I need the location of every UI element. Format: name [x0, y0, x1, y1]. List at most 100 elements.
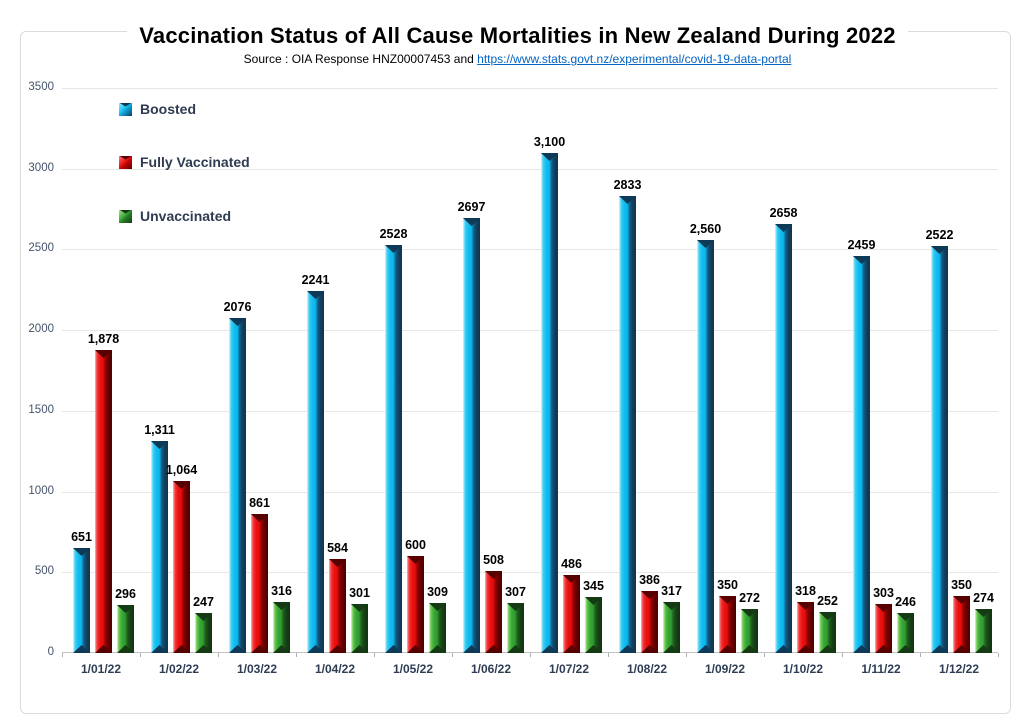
- gridline-1000: [62, 492, 998, 493]
- bar-unvaccinated: [351, 604, 368, 653]
- legend-item-unvaccinated: Unvaccinated: [119, 208, 231, 224]
- bar-boosted: [619, 196, 636, 653]
- bar-value-label: 2241: [301, 273, 330, 287]
- bar-unvaccinated: [507, 603, 524, 653]
- legend-label-boosted: Boosted: [140, 101, 196, 117]
- x-tick-label: 1/08/22: [626, 662, 668, 676]
- bar-value-label: 2522: [925, 228, 954, 242]
- bar-value-label: 303: [873, 586, 894, 600]
- x-tick-label: 1/04/22: [314, 662, 356, 676]
- chart-title-text: Vaccination Status of All Cause Mortalit…: [127, 23, 908, 49]
- bar-value-label: 1,878: [87, 332, 120, 346]
- y-tick-label-2500: 2500: [28, 242, 54, 254]
- gridline-2500: [62, 249, 998, 250]
- bar-value-label: 301: [349, 586, 370, 600]
- y-tick-label-1500: 1500: [28, 404, 54, 416]
- x-tick-mark: [218, 653, 219, 657]
- bar-value-label: 1,064: [165, 463, 198, 477]
- legend-label-unvaccinated: Unvaccinated: [140, 208, 232, 224]
- legend-label-fully-vaccinated: Fully Vaccinated: [140, 154, 250, 170]
- bar-fully-vaccinated: [251, 514, 268, 653]
- bar-value-label: 345: [583, 579, 604, 593]
- y-tick-label-1000: 1000: [28, 485, 54, 497]
- x-tick-label: 1/07/22: [548, 662, 590, 676]
- bar-value-label: 600: [405, 538, 426, 552]
- bar-value-label: 309: [427, 585, 448, 599]
- x-tick-mark: [296, 653, 297, 657]
- bar-boosted: [931, 246, 948, 653]
- x-tick-label: 1/10/22: [782, 662, 824, 676]
- x-tick-mark: [764, 653, 765, 657]
- bar-boosted: [775, 224, 792, 653]
- boosted-swatch-icon: [119, 102, 132, 116]
- bar-boosted: [73, 548, 90, 653]
- x-tick-label: 1/06/22: [470, 662, 512, 676]
- x-tick-label: 1/11/22: [861, 662, 901, 676]
- x-tick-mark: [608, 653, 609, 657]
- bar-value-label: 247: [193, 595, 214, 609]
- bar-unvaccinated: [585, 597, 602, 653]
- legend-item-fully-vaccinated: Fully Vaccinated: [119, 154, 250, 170]
- gridline-3500: [62, 88, 998, 89]
- bar-value-label: 651: [71, 530, 92, 544]
- bar-unvaccinated: [741, 609, 758, 653]
- bar-value-label: 307: [505, 585, 526, 599]
- y-tick-label-500: 500: [34, 565, 54, 577]
- y-tick-label-3000: 3000: [28, 162, 54, 174]
- x-tick-mark: [998, 653, 999, 657]
- bar-value-label: 2,560: [689, 222, 722, 236]
- unvaccinated-swatch-icon: [119, 209, 132, 223]
- x-tick-label: 1/09/22: [704, 662, 746, 676]
- fully-vaccinated-swatch-icon: [119, 155, 132, 169]
- bar-boosted: [151, 441, 168, 653]
- gridline-3000: [62, 169, 998, 170]
- bar-boosted: [229, 318, 246, 653]
- page-title: Vaccination Status of All Cause Mortalit…: [0, 14, 1035, 51]
- bar-fully-vaccinated: [719, 596, 736, 653]
- source-text: Source : OIA Response HNZ00007453 and: [243, 52, 478, 66]
- bar-value-label: 2833: [613, 178, 642, 192]
- bar-value-label: 3,100: [533, 135, 566, 149]
- x-tick-label: 1/05/22: [392, 662, 434, 676]
- bar-unvaccinated: [819, 612, 836, 653]
- x-tick-label: 1/03/22: [236, 662, 278, 676]
- bar-fully-vaccinated: [641, 591, 658, 653]
- x-tick-mark: [374, 653, 375, 657]
- source-link[interactable]: https://www.stats.govt.nz/experimental/c…: [477, 52, 792, 66]
- bar-value-label: 318: [795, 584, 816, 598]
- bar-value-label: 584: [327, 541, 348, 555]
- bar-value-label: 386: [639, 573, 660, 587]
- plot-area: 651 1,878 296 1/01/22 1,311 1,064 247 1/02/22 20…: [62, 88, 999, 676]
- legend-item-boosted: Boosted: [119, 101, 196, 117]
- bar-fully-vaccinated: [173, 481, 190, 653]
- bar-fully-vaccinated: [953, 596, 970, 653]
- bar-boosted: [463, 218, 480, 653]
- bar-value-label: 508: [483, 553, 504, 567]
- bar-value-label: 272: [739, 591, 760, 605]
- bar-boosted: [307, 291, 324, 653]
- bar-boosted: [853, 256, 870, 653]
- bar-value-label: 861: [249, 496, 270, 510]
- bar-value-label: 246: [895, 595, 916, 609]
- x-tick-label: 1/01/22: [80, 662, 122, 676]
- bar-fully-vaccinated: [875, 604, 892, 653]
- bar-fully-vaccinated: [485, 571, 502, 653]
- bar-value-label: 2459: [847, 238, 876, 252]
- source-line: Source : OIA Response HNZ00007453 and ht…: [0, 52, 1035, 66]
- bar-fully-vaccinated: [797, 602, 814, 653]
- x-tick-mark: [842, 653, 843, 657]
- x-tick-mark: [530, 653, 531, 657]
- gridline-0: [62, 652, 998, 653]
- x-tick-label: 1/12/22: [938, 662, 980, 676]
- bar-unvaccinated: [273, 602, 290, 653]
- bar-value-label: 486: [561, 557, 582, 571]
- bar-unvaccinated: [195, 613, 212, 653]
- bar-value-label: 2076: [223, 300, 252, 314]
- bar-value-label: 252: [817, 594, 838, 608]
- x-tick-mark: [920, 653, 921, 657]
- bar-fully-vaccinated: [95, 350, 112, 653]
- bar-value-label: 316: [271, 584, 292, 598]
- bar-value-label: 317: [661, 584, 682, 598]
- bar-value-label: 274: [973, 591, 994, 605]
